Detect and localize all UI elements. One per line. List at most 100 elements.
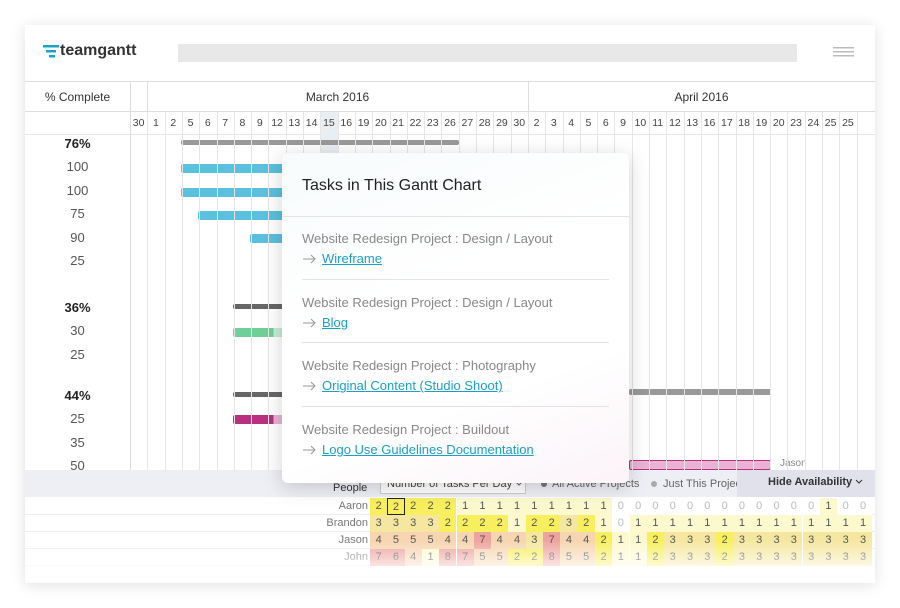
summary-bar <box>181 140 459 145</box>
person-name: Aaron <box>338 500 368 512</box>
day-label: 30 <box>132 117 145 129</box>
task-percent: 30 <box>70 323 85 339</box>
count-cell: 1 <box>785 515 803 532</box>
project-name: Website Redesign Project : Photography <box>302 358 536 374</box>
day-label: 6 <box>602 117 609 129</box>
day-label: 28 <box>478 117 491 129</box>
count-cell: 1 <box>698 515 716 532</box>
count-cell: 1 <box>854 515 872 532</box>
task-bar <box>250 234 291 243</box>
divider <box>282 216 629 217</box>
popup-title: Tasks in This Gantt Chart <box>302 177 482 194</box>
task-link[interactable]: Original Content (Studio Shoot) <box>322 378 503 394</box>
fade <box>25 540 875 583</box>
arrow-icon <box>303 254 316 264</box>
count-cell: 1 <box>837 515 855 532</box>
count-cell: 0 <box>802 498 820 515</box>
count-cell: 3 <box>387 515 405 532</box>
count-cell: 1 <box>802 515 820 532</box>
task-percent: 35 <box>70 434 85 450</box>
count-cell: 2 <box>525 515 543 532</box>
count-cell: 1 <box>819 498 838 515</box>
day-label: 4 <box>568 117 575 129</box>
grid-line <box>735 112 737 470</box>
summary-bar <box>233 392 291 397</box>
arrow-icon <box>303 382 316 391</box>
count-cell: 1 <box>594 515 613 532</box>
project-name: Website Redesign Project : Design / Layo… <box>302 231 553 246</box>
menu-icon[interactable] <box>833 47 854 57</box>
day-label: 6 <box>204 117 211 129</box>
availability-toggle[interactable]: Hide Availability <box>737 470 875 497</box>
day-label: 16 <box>703 117 716 129</box>
task-percent: 50 <box>70 458 85 474</box>
count-cell: 1 <box>456 498 474 515</box>
divider <box>302 342 609 344</box>
day-label: 13 <box>686 117 699 129</box>
logo-icon <box>43 45 59 58</box>
count-cell: 0 <box>854 498 872 515</box>
count-cell: 2 <box>439 515 457 532</box>
task-link[interactable]: Blog <box>322 314 349 330</box>
count-cell: 1 <box>767 515 786 532</box>
group-percent: 76% <box>64 136 91 151</box>
grid-line <box>233 112 235 470</box>
count-cell: 0 <box>785 498 803 515</box>
day-label: 23 <box>426 117 439 129</box>
tasks-popup: Tasks in This Gantt Chart Website Redesi… <box>282 153 629 483</box>
count-cell: 1 <box>543 498 561 515</box>
day-label: 12 <box>669 117 681 129</box>
project-name: Website Redesign Project : Buildout <box>302 422 510 438</box>
count-cell: 0 <box>629 498 647 515</box>
count-cell: 1 <box>508 515 526 532</box>
day-label: 1 <box>153 117 159 129</box>
count-cell: 1 <box>560 498 578 515</box>
day-label: 9 <box>620 117 626 129</box>
column-header: % Complete <box>44 90 111 104</box>
count-cell: 1 <box>525 498 543 515</box>
grid-line <box>683 112 685 470</box>
count-cell: 3 <box>404 515 422 532</box>
grid-line <box>822 112 823 470</box>
day-label: 13 <box>288 117 301 129</box>
bar-label: Jason <box>780 458 807 469</box>
day-label: 23 <box>790 117 802 129</box>
count-cell: 0 <box>664 498 682 515</box>
grid-line <box>181 112 183 470</box>
day-label: 18 <box>738 117 750 129</box>
arrow-icon <box>303 318 316 328</box>
count-cell: 2 <box>456 515 474 532</box>
summary-bar <box>629 389 771 395</box>
grid-line <box>718 112 720 470</box>
count-cell: 0 <box>612 515 630 532</box>
count-cell: 0 <box>733 498 751 515</box>
count-cell: 1 <box>594 498 613 515</box>
option[interactable]: Just This Projec <box>663 478 742 490</box>
search-bar[interactable] <box>178 44 797 62</box>
count-cell: 2 <box>370 498 388 515</box>
people-label: People <box>333 482 368 494</box>
count-cell: 1 <box>491 498 509 515</box>
day-label: 27 <box>461 117 474 129</box>
divider <box>528 82 529 112</box>
task-link[interactable]: Wireframe <box>322 251 382 266</box>
day-label: 20 <box>772 117 785 129</box>
day-label: 5 <box>187 117 194 129</box>
task-bar <box>233 328 291 337</box>
grid-line <box>804 112 806 470</box>
count-cell: 1 <box>473 498 492 515</box>
task-link[interactable]: Logo Use Guidelines Documentation <box>322 442 534 458</box>
divider <box>25 81 875 82</box>
count-cell: 1 <box>664 515 682 532</box>
count-cell: 2 <box>387 498 405 515</box>
day-label: 29 <box>496 117 508 129</box>
task-percent: 75 <box>70 206 85 222</box>
grid-line <box>147 112 149 470</box>
grid-line <box>251 112 253 470</box>
count-cell: 2 <box>491 515 509 532</box>
day-label: 10 <box>634 117 647 129</box>
day-label: 12 <box>271 117 283 129</box>
day-label: 20 <box>374 117 387 129</box>
task-percent: 25 <box>70 411 85 427</box>
radio[interactable] <box>650 480 658 488</box>
